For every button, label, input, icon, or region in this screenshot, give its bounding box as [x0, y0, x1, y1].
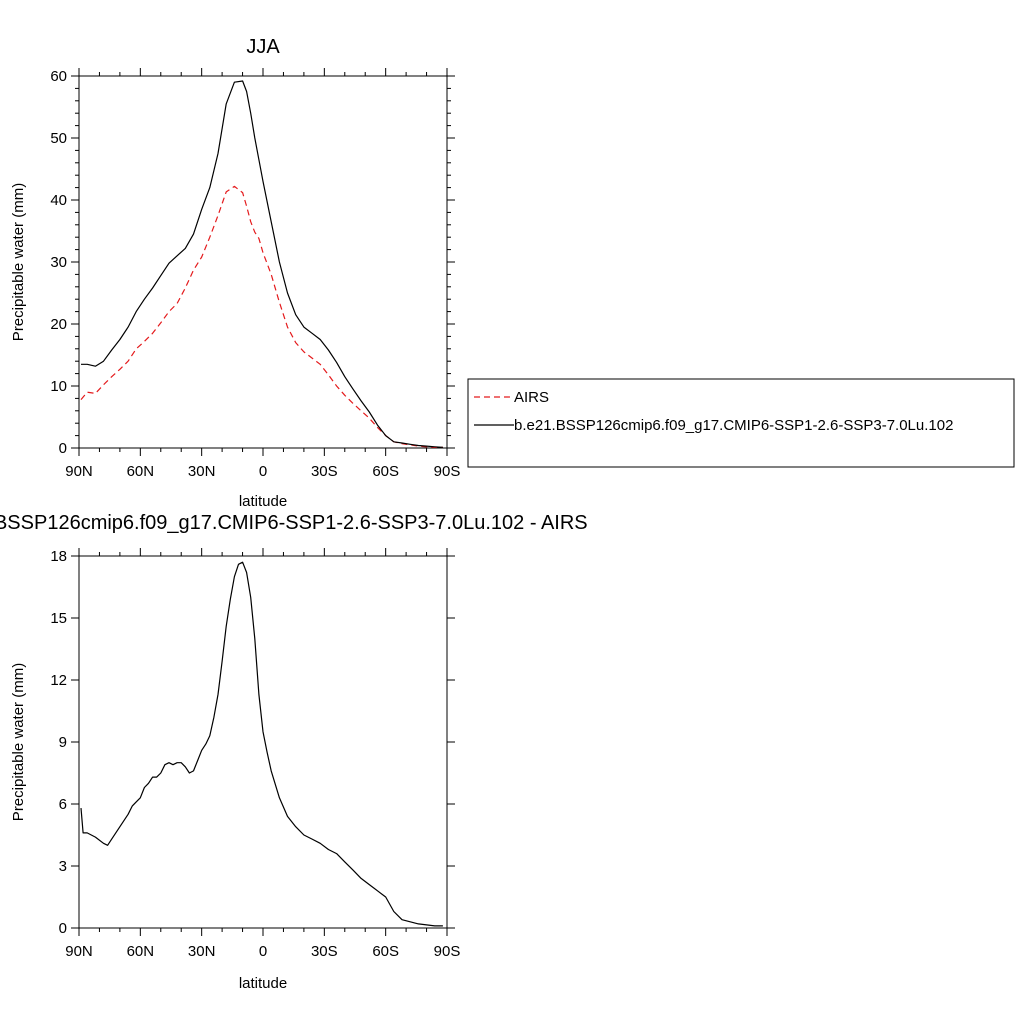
- chart-panel-1: JJA 0 10 20 30 40 50 60 90N 60N 30N 0 30S 60S 90S latit…: [10, 36, 1015, 510]
- chart-title: JJA: [246, 36, 280, 58]
- y-tick-label: 20: [50, 316, 67, 333]
- y-tick-label: 50: [50, 130, 67, 147]
- y-tick-label: 40: [50, 192, 67, 209]
- legend-label: AIRS: [514, 389, 549, 406]
- chart-panel-2: b.e21.BSSP126cmip6.f09_g17.CMIP6-SSP1-2.…: [0, 512, 588, 992]
- x-tick-label: 30S: [311, 463, 338, 480]
- series-line-1: [80, 561, 443, 927]
- x-tick-label: 0: [259, 463, 267, 480]
- x-tick-label: 60S: [372, 943, 399, 960]
- y-tick-label: 0: [59, 920, 67, 937]
- series-line-2: [81, 80, 443, 448]
- x-tick-label: 90S: [434, 463, 461, 480]
- legend-label: b.e21.BSSP126cmip6.f09_g17.CMIP6-SSP1-2.…: [514, 417, 953, 434]
- y-tick-label: 9: [59, 734, 67, 751]
- x-tick-label: 30N: [188, 943, 216, 960]
- y-axis-label: Precipitable water (mm): [10, 663, 27, 821]
- legend-box: [467, 378, 1015, 468]
- y-tick-label: 18: [50, 548, 67, 565]
- x-tick-label: 30S: [311, 943, 338, 960]
- x-tick-label: 90N: [65, 463, 93, 480]
- x-tick-label: 60S: [372, 463, 399, 480]
- y-tick-label: 12: [50, 672, 67, 689]
- x-tick-label: 0: [259, 943, 267, 960]
- y-tick-label: 15: [50, 610, 67, 627]
- x-axis-label: latitude: [239, 975, 287, 992]
- y-tick-label: 60: [50, 68, 67, 85]
- series-line-1: [80, 185, 443, 448]
- x-axis-label: latitude: [239, 493, 287, 510]
- x-tick-label: 90N: [65, 943, 93, 960]
- chart-title: b.e21.BSSP126cmip6.f09_g17.CMIP6-SSP1-2.…: [0, 512, 588, 534]
- legend: AIRS b.e21.BSSP126cmip6.f09_g17.CMIP6-SSP…: [467, 378, 1015, 468]
- x-tick-label: 60N: [127, 463, 155, 480]
- x-tick-label: 30N: [188, 463, 216, 480]
- plot-frame: [78, 555, 448, 929]
- y-tick-label: 6: [59, 796, 67, 813]
- y-tick-label: 10: [50, 378, 67, 395]
- plot-frame: [78, 75, 448, 449]
- y-tick-label: 3: [59, 858, 67, 875]
- y-axis-label: Precipitable water (mm): [10, 183, 27, 341]
- x-tick-label: 60N: [127, 943, 155, 960]
- x-tick-label: 90S: [434, 943, 461, 960]
- y-tick-label: 0: [59, 440, 67, 457]
- y-tick-label: 30: [50, 254, 67, 271]
